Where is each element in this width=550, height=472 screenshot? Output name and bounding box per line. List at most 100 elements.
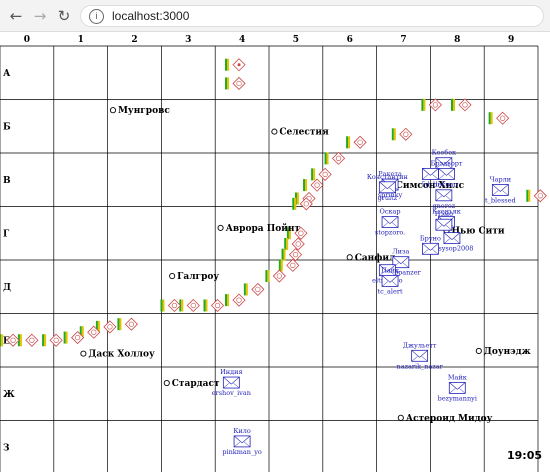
envelope-fold (379, 270, 386, 276)
station-marker[interactable] (278, 258, 300, 272)
player-marker[interactable]: Лиза discopanzer (381, 248, 422, 277)
envelope-fold (445, 225, 453, 231)
star-system[interactable]: Галгроу (169, 272, 220, 282)
station-diamond (399, 127, 413, 141)
station-bar (326, 152, 329, 165)
star-system[interactable]: Даск Холлоу (80, 350, 155, 360)
station-marker[interactable] (225, 76, 246, 91)
station-bar (526, 189, 529, 202)
player-marker[interactable]: Брэдворт lekeno (431, 159, 463, 188)
station-marker[interactable] (265, 269, 286, 283)
station-marker[interactable] (0, 333, 20, 347)
envelope-fold (448, 174, 455, 180)
star-system[interactable]: Стардаст (163, 379, 220, 389)
station-marker[interactable] (95, 320, 117, 334)
row-label: Д (3, 283, 11, 293)
station-marker[interactable] (281, 248, 303, 262)
station-diamond (291, 237, 305, 251)
player-login: sprinky (378, 191, 403, 199)
station-marker[interactable] (292, 197, 313, 211)
station-marker[interactable] (63, 331, 85, 345)
player-marker[interactable]: Бруно (420, 234, 441, 255)
station-bar (227, 58, 230, 71)
star-system[interactable]: Доунэдж (475, 347, 531, 357)
player-name: Майк (448, 373, 467, 381)
station-marker[interactable] (346, 135, 367, 149)
star-system[interactable]: Селестия (271, 128, 329, 138)
station-marker[interactable] (311, 167, 332, 181)
star-system[interactable]: Астероид Мидоу (397, 414, 493, 424)
station-marker[interactable] (42, 333, 63, 347)
station-ring (214, 302, 221, 309)
station-marker[interactable] (303, 178, 324, 192)
reload-icon[interactable]: ↻ (57, 7, 71, 25)
envelope-fold (453, 238, 461, 244)
galaxy-map[interactable]: 0 1 2 3 4 5 6 7 8 9 А Б В Г Д Е Ж З Мунгровс Селестия Симсо… (0, 32, 550, 472)
forward-arrow-icon[interactable]: → (33, 7, 47, 25)
star-system[interactable]: Санфил (346, 253, 396, 263)
station-marker[interactable] (225, 293, 246, 307)
station-marker[interactable] (391, 127, 413, 141)
envelope-fold (381, 222, 389, 228)
station-diamond (318, 167, 332, 181)
station-bar (0, 334, 2, 347)
station-marker[interactable] (421, 98, 442, 112)
station-bar (160, 299, 163, 312)
station-marker[interactable] (203, 298, 225, 313)
player-marker[interactable]: Нэмо (435, 210, 453, 231)
envelope-icon (421, 167, 439, 180)
player-marker[interactable]: Джульетт nazarik_nazar (397, 341, 444, 370)
player-marker[interactable]: Майк bezymannyi (438, 373, 477, 402)
station-marker[interactable] (324, 151, 346, 165)
column-label: 7 (400, 35, 406, 45)
player-marker[interactable]: desysop2008 (430, 232, 473, 253)
envelope-flap (422, 168, 439, 176)
player-name: Нэмо (435, 210, 453, 218)
station-diamond (288, 248, 303, 262)
station-ring (357, 139, 363, 145)
star-system[interactable]: Аврора Пойнт (217, 223, 301, 234)
url-text: localhost:3000 (112, 9, 190, 23)
player-marker[interactable]: Индия ershov_ivan (212, 368, 251, 397)
envelope-fold (449, 388, 456, 394)
player-marker[interactable]: gneroz (433, 189, 456, 210)
station-marker[interactable] (243, 282, 265, 296)
star-system[interactable]: Мунгровс (109, 106, 170, 116)
player-marker[interactable]: Пайк tc_alert (378, 266, 403, 295)
station-marker[interactable] (160, 298, 182, 313)
station-diamond (428, 98, 442, 112)
player-marker[interactable]: Константин gruitz (367, 173, 408, 202)
player-marker[interactable]: Чарли t_blessed (485, 175, 516, 204)
station-ring (295, 241, 301, 247)
station-diamond (49, 333, 63, 347)
station-bar (294, 197, 297, 210)
station-diamond (294, 226, 308, 240)
player-login: pinkman_yo (222, 448, 262, 456)
envelope-flap (422, 243, 439, 251)
station-marker[interactable] (79, 325, 101, 339)
station-marker[interactable] (450, 98, 472, 112)
envelope-flap (435, 157, 453, 166)
player-marker[interactable]: Оскар stopzoro. (375, 208, 405, 237)
station-marker[interactable] (117, 317, 138, 331)
station-ring (298, 230, 304, 236)
station-marker[interactable] (17, 333, 39, 347)
station-marker[interactable] (284, 237, 305, 251)
station-marker[interactable] (179, 298, 200, 313)
station-marker[interactable] (488, 111, 510, 125)
station-marker[interactable] (526, 189, 547, 203)
station-bar (225, 77, 228, 90)
player-login: stopzoro. (375, 229, 405, 237)
station-diamond (232, 293, 246, 307)
player-marker[interactable]: Кило pinkman_yo (222, 427, 262, 456)
address-bar[interactable]: i localhost:3000 (80, 5, 544, 27)
station-diamond (533, 189, 547, 203)
station-marker[interactable] (225, 58, 246, 72)
station-ring (255, 286, 261, 293)
site-info-icon[interactable]: i (89, 8, 104, 24)
system-name: Галгроу (177, 272, 219, 282)
station-diamond (251, 282, 265, 296)
station-marker[interactable] (286, 226, 308, 240)
back-arrow-icon[interactable]: ← (9, 7, 23, 25)
station-dot (237, 63, 241, 67)
